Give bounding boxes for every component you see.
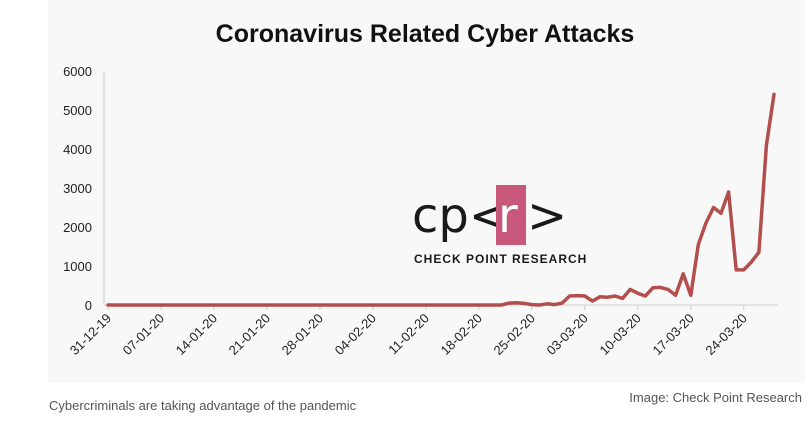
logo-mark-r: r	[498, 188, 518, 244]
y-tick-label: 6000	[63, 64, 92, 79]
y-tick-label: 3000	[63, 181, 92, 196]
y-tick-label: 4000	[63, 142, 92, 157]
logo-mark-right: >	[527, 188, 567, 244]
chart-background	[48, 0, 805, 383]
series-line	[106, 92, 776, 307]
logo-subtitle: CHECK POINT RESEARCH	[414, 252, 587, 266]
chart-title: Coronavirus Related Cyber Attacks	[216, 20, 635, 48]
logo-mark-box	[496, 185, 526, 245]
figure-caption: Cybercriminals are taking advantage of t…	[49, 398, 357, 413]
y-tick-label: 1000	[63, 259, 92, 274]
check-point-research-logo: cp< r > CHECK POINT RESEARCH	[412, 185, 587, 266]
y-axis-ticks: 0 1000 2000 3000 4000 5000 6000	[63, 64, 92, 313]
image-credit: Image: Check Point Research	[629, 390, 802, 405]
y-tick-label: 0	[85, 298, 92, 313]
y-tick-label: 2000	[63, 220, 92, 235]
y-tick-label: 5000	[63, 103, 92, 118]
logo-mark-left: cp<	[412, 188, 509, 244]
